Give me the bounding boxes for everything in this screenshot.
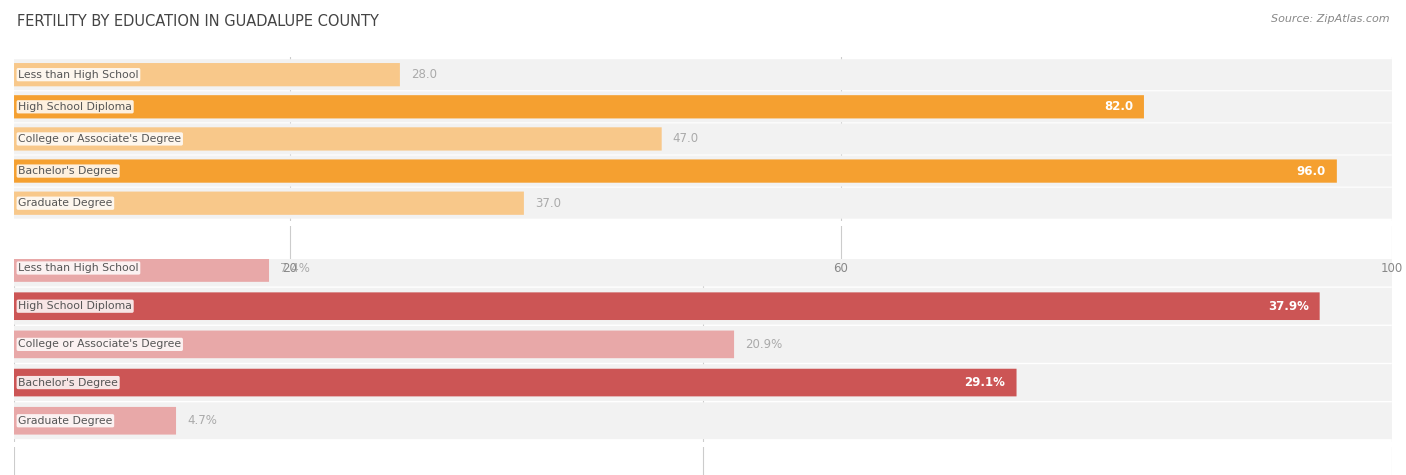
Text: Less than High School: Less than High School: [18, 263, 139, 273]
FancyBboxPatch shape: [14, 293, 1320, 320]
Text: Source: ZipAtlas.com: Source: ZipAtlas.com: [1271, 14, 1389, 24]
Text: 82.0: 82.0: [1104, 100, 1133, 114]
FancyBboxPatch shape: [14, 63, 399, 86]
Text: College or Associate's Degree: College or Associate's Degree: [18, 339, 181, 350]
FancyBboxPatch shape: [14, 156, 1392, 187]
FancyBboxPatch shape: [14, 288, 1392, 324]
FancyBboxPatch shape: [14, 331, 734, 358]
FancyBboxPatch shape: [14, 91, 1392, 122]
Text: Graduate Degree: Graduate Degree: [18, 198, 112, 208]
FancyBboxPatch shape: [14, 124, 1392, 154]
Text: 47.0: 47.0: [672, 133, 699, 145]
Text: FERTILITY BY EDUCATION IN GUADALUPE COUNTY: FERTILITY BY EDUCATION IN GUADALUPE COUN…: [17, 14, 378, 29]
FancyBboxPatch shape: [14, 369, 1017, 396]
FancyBboxPatch shape: [14, 127, 662, 151]
Text: 4.7%: 4.7%: [187, 414, 217, 427]
FancyBboxPatch shape: [14, 59, 1392, 90]
FancyBboxPatch shape: [14, 402, 1392, 439]
Text: Bachelor's Degree: Bachelor's Degree: [18, 378, 118, 388]
FancyBboxPatch shape: [14, 326, 1392, 363]
Text: High School Diploma: High School Diploma: [18, 102, 132, 112]
Text: Bachelor's Degree: Bachelor's Degree: [18, 166, 118, 176]
Text: 20.9%: 20.9%: [745, 338, 782, 351]
FancyBboxPatch shape: [14, 249, 1392, 286]
Text: 37.9%: 37.9%: [1268, 300, 1309, 313]
FancyBboxPatch shape: [14, 188, 1392, 218]
FancyBboxPatch shape: [14, 95, 1144, 118]
Text: 28.0: 28.0: [411, 68, 437, 81]
Text: 37.0: 37.0: [534, 197, 561, 209]
Text: Less than High School: Less than High School: [18, 70, 139, 80]
Text: Graduate Degree: Graduate Degree: [18, 416, 112, 426]
FancyBboxPatch shape: [14, 254, 269, 282]
Text: 29.1%: 29.1%: [965, 376, 1005, 389]
Text: 7.4%: 7.4%: [280, 262, 309, 275]
Text: High School Diploma: High School Diploma: [18, 301, 132, 311]
FancyBboxPatch shape: [14, 364, 1392, 401]
Text: 96.0: 96.0: [1296, 164, 1326, 178]
FancyBboxPatch shape: [14, 160, 1337, 183]
FancyBboxPatch shape: [14, 191, 524, 215]
Text: College or Associate's Degree: College or Associate's Degree: [18, 134, 181, 144]
FancyBboxPatch shape: [14, 407, 176, 435]
